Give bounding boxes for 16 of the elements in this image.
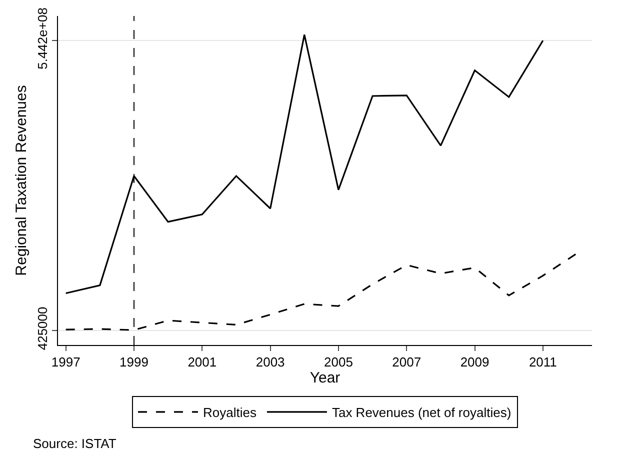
x-tick-label: 2011 xyxy=(528,354,557,370)
y-axis-title: Regional Taxation Revenues xyxy=(13,85,30,276)
x-tick-label: 1999 xyxy=(120,354,148,370)
x-tick-label: 2003 xyxy=(256,354,285,370)
legend-label: Tax Revenues (net of royalties) xyxy=(332,405,512,420)
line-series xyxy=(65,252,578,331)
x-tick-label: 2009 xyxy=(460,354,490,370)
y-tick-label: 425000 xyxy=(34,306,50,350)
x-axis-title: Year xyxy=(310,370,340,387)
source-note: Source: ISTAT xyxy=(33,436,116,451)
x-tick-label: 2005 xyxy=(324,354,353,370)
x-tick-label: 2007 xyxy=(392,354,422,370)
legend-label: Royalties xyxy=(203,405,257,420)
x-tick-label: 1997 xyxy=(51,354,80,370)
x-tick-label: 2001 xyxy=(188,354,217,370)
y-tick-label: 5.442e+08 xyxy=(34,8,50,70)
